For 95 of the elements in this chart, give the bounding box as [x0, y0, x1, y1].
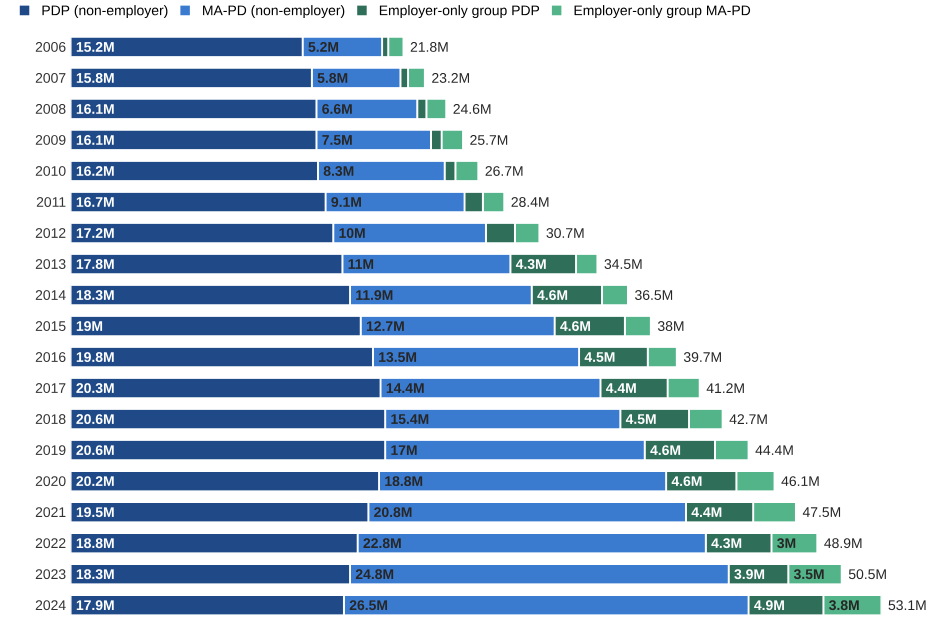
y-tick-label: 2011	[36, 197, 66, 208]
total-label: 30.7M	[546, 228, 584, 238]
data-label: 18.3M	[76, 569, 114, 580]
data-label: 4.4M	[606, 383, 636, 393]
total-label: 39.7M	[684, 352, 721, 362]
total-label: 46.1M	[781, 476, 819, 486]
data-label: 4.9M	[754, 600, 784, 610]
legend-label: Employer-only group PDP	[380, 5, 540, 18]
total-label: 47.5M	[802, 507, 840, 518]
y-tick-label: 2019	[36, 445, 66, 456]
data-label: 15.2M	[76, 42, 114, 52]
data-label: 4.4M	[692, 507, 722, 518]
data-label: 17.2M	[76, 228, 114, 238]
data-label: 12.7M	[366, 321, 404, 332]
data-label: 20.2M	[76, 476, 114, 486]
total-label: 44.4M	[755, 445, 793, 456]
y-tick-label: 2015	[36, 321, 66, 332]
data-label: 18.8M	[385, 476, 422, 486]
y-tick-label: 2006	[36, 42, 66, 52]
legend-label: Employer-only group MA-PD	[574, 5, 750, 18]
data-label: 19.5M	[76, 507, 114, 518]
data-label: 15.8M	[76, 73, 114, 83]
data-label: 17.8M	[76, 259, 114, 270]
data-label: 4.5M	[584, 352, 614, 362]
data-label: 18.8M	[76, 538, 114, 548]
data-label: 4.6M	[537, 290, 568, 300]
data-label: 11.9M	[356, 290, 392, 300]
data-label: 19M	[76, 321, 102, 332]
y-tick-label: 2022	[36, 538, 66, 548]
total-label: 28.4M	[512, 197, 548, 208]
data-label: 20.8M	[374, 507, 412, 518]
y-tick-label: 2009	[36, 135, 66, 146]
y-tick-label: 2016	[36, 352, 66, 362]
total-label: 41.2M	[706, 383, 744, 394]
data-label: 3.5M	[794, 569, 824, 580]
data-label: 3M	[777, 538, 796, 548]
data-label: 5.2M	[308, 42, 338, 52]
data-label: 16.7M	[76, 197, 114, 208]
data-label: 14.4M	[386, 383, 424, 393]
data-label: 6.6M	[322, 104, 352, 114]
total-label: 23.2M	[432, 73, 470, 83]
total-label: 53.1M	[888, 600, 926, 610]
total-label: 42.7M	[730, 414, 767, 424]
data-label: 20.6M	[76, 445, 114, 456]
y-tick-label: 2010	[36, 166, 66, 176]
y-tick-label: 2007	[36, 73, 66, 84]
total-label: 36.5M	[635, 290, 672, 300]
total-label: 48.9M	[824, 538, 862, 548]
total-label: 26.7M	[486, 166, 522, 176]
y-tick-label: 2023	[36, 569, 66, 580]
data-label: 11M	[348, 259, 374, 269]
data-label: 4.3M	[711, 538, 742, 548]
data-label: 4.6M	[672, 476, 702, 486]
y-tick-label: 2008	[36, 104, 66, 114]
data-label: 18.3M	[76, 290, 114, 300]
y-tick-label: 2017	[36, 383, 66, 394]
data-label: 5.8M	[318, 73, 348, 83]
y-tick-label: 2013	[36, 259, 66, 270]
data-label: 19.8M	[76, 352, 114, 362]
total-label: 38M	[658, 321, 684, 332]
data-label: 22.8M	[363, 538, 401, 548]
data-label: 24.8M	[356, 569, 394, 580]
legend-label: MA-PD (non-employer)	[203, 5, 344, 18]
data-label: 26.5M	[350, 600, 388, 610]
data-label: 4.6M	[560, 321, 590, 332]
data-label: 20.6M	[76, 414, 114, 424]
data-label: 8.3M	[324, 166, 354, 176]
data-label: 16.2M	[76, 166, 114, 176]
data-label: 4.3M	[516, 259, 546, 270]
y-tick-label: 2021	[36, 507, 66, 518]
data-label: 4.5M	[626, 414, 656, 424]
y-tick-label: 2014	[36, 290, 66, 300]
total-label: 25.7M	[470, 135, 508, 146]
y-tick-label: 2020	[36, 476, 66, 486]
y-tick-label: 2018	[36, 414, 66, 424]
legend-label: PDP (non-employer)	[42, 5, 168, 18]
data-label: 16.1M	[76, 104, 114, 114]
data-label: 16.1M	[76, 135, 114, 146]
total-label: 24.6M	[454, 104, 490, 114]
total-label: 34.5M	[604, 259, 642, 270]
y-tick-label: 2024	[36, 600, 66, 610]
data-label: 3.9M	[734, 569, 764, 580]
data-label: 9.1M	[331, 197, 361, 208]
data-label: 13.5M	[379, 352, 416, 362]
data-label: 10M	[339, 228, 365, 238]
data-label: 17.9M	[76, 600, 114, 610]
data-label: 4.6M	[650, 445, 680, 456]
total-label: 50.5M	[848, 569, 886, 580]
total-label: 21.8M	[410, 42, 448, 52]
data-label: 3.8M	[829, 600, 859, 610]
data-label: 15.4M	[391, 414, 428, 424]
data-label: 20.3M	[76, 383, 114, 394]
y-tick-label: 2012	[36, 228, 66, 238]
data-label: 7.5M	[322, 135, 352, 145]
data-label: 17M	[391, 445, 417, 456]
